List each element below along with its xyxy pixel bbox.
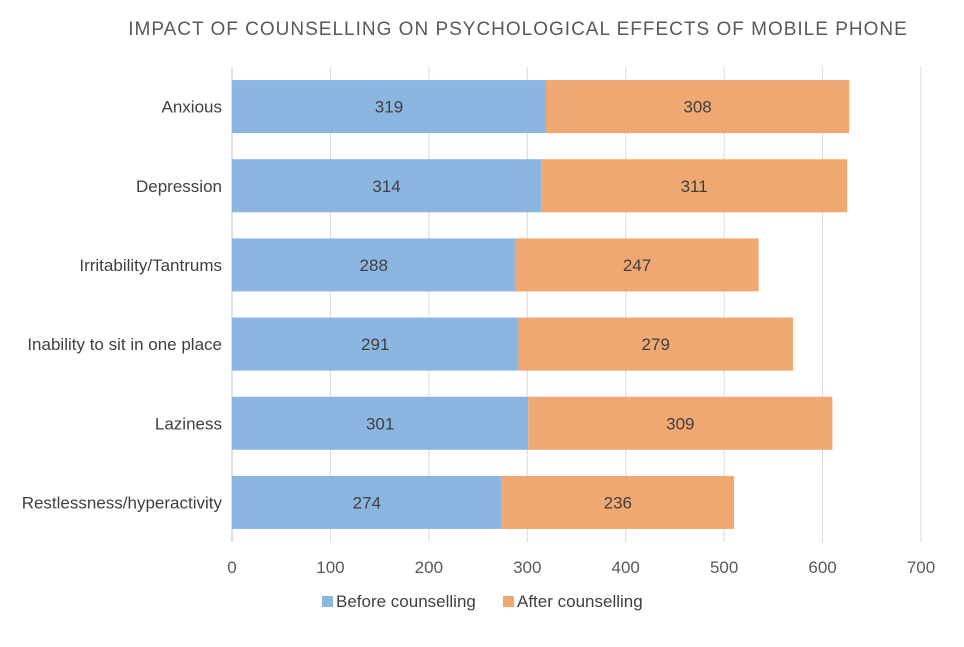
bar-before: [232, 396, 529, 450]
legend: Before counselling After counselling: [322, 592, 643, 611]
x-tick-labels: 0 100 200 300 400 500 600 700: [227, 558, 935, 577]
gridlines: [231, 67, 922, 542]
data-label: 279: [642, 335, 670, 354]
x-tick-label: 700: [907, 558, 935, 577]
data-label: 319: [375, 98, 403, 117]
x-tick-label: 0: [227, 558, 236, 577]
bar-before: [232, 475, 502, 529]
data-label: 311: [681, 177, 708, 196]
x-tick-label: 600: [808, 558, 836, 577]
bar-after: [515, 238, 759, 292]
category-labels: Anxious Depression Irritability/Tantrums In…: [22, 98, 223, 513]
bar-before: [232, 159, 542, 213]
bar-before: [232, 238, 516, 292]
category-label: Laziness: [155, 414, 222, 433]
x-tick-label: 100: [316, 558, 344, 577]
legend-label: Before counselling: [336, 592, 476, 611]
data-label: 247: [623, 256, 651, 275]
bar-after: [545, 80, 850, 134]
x-tick-label: 400: [612, 558, 640, 577]
category-label: Inability to sit in one place: [27, 335, 222, 354]
category-label: Irritability/Tantrums: [79, 256, 222, 275]
data-label: 291: [361, 335, 389, 354]
category-label: Anxious: [162, 98, 222, 117]
data-label: 314: [372, 177, 400, 196]
bar-after: [518, 317, 794, 371]
category-label: Depression: [136, 177, 222, 196]
bar-after: [541, 159, 848, 213]
data-label: 308: [683, 98, 711, 117]
bar-before: [232, 80, 546, 134]
data-label: 288: [360, 256, 388, 275]
legend-swatch: [322, 596, 333, 607]
bar-after: [528, 396, 833, 450]
x-tick-label: 200: [415, 558, 443, 577]
category-label: Restlessness/hyperactivity: [22, 493, 223, 512]
data-label: 301: [366, 414, 394, 433]
legend-label: After counselling: [517, 592, 643, 611]
data-label: 236: [604, 493, 632, 512]
x-tick-label: 500: [710, 558, 738, 577]
x-tick-label: 300: [513, 558, 541, 577]
data-labels: 319 308 314 311 288 247 291 279 301 309 274 236: [353, 98, 712, 513]
bar-after: [501, 475, 734, 529]
data-label: 309: [666, 414, 694, 433]
legend-swatch: [503, 596, 514, 607]
data-label: 274: [353, 493, 381, 512]
chart-title: IMPACT OF COUNSELLING ON PSYCHOLOGICAL E…: [128, 19, 908, 40]
bar-before: [232, 317, 519, 371]
bars: [232, 80, 850, 529]
